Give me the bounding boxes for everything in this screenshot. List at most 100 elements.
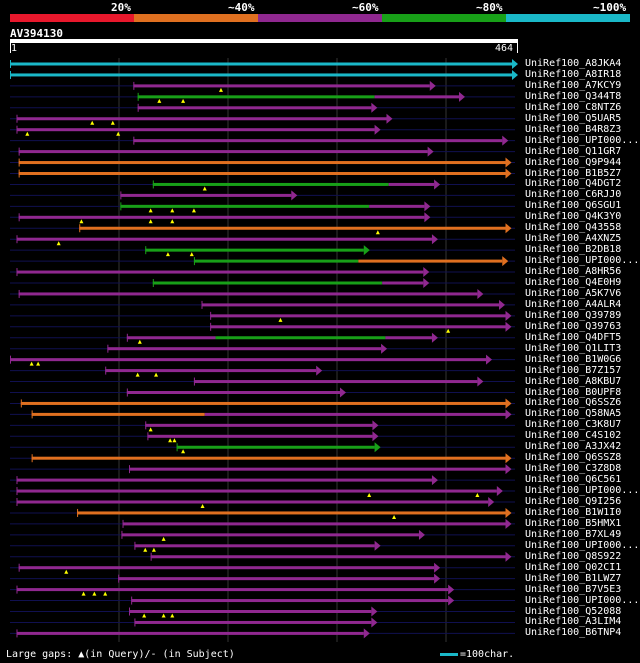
hit-label[interactable]: UniRef100_Q9I256 (525, 496, 622, 507)
hit-label[interactable]: UniRef100_Q5UAR5 (525, 112, 622, 124)
query-id: AV394130 (10, 27, 63, 40)
hit-end-arrow (429, 80, 436, 91)
ruler-end-label: 464 (495, 43, 514, 54)
hit-label[interactable]: UniRef100_B7Z157 (525, 364, 622, 376)
query-gap-marker (56, 241, 61, 246)
hit-label[interactable]: UniRef100_A8JKA4 (525, 58, 622, 69)
hit-end-arrow (371, 606, 378, 617)
hit-start-tick (16, 585, 18, 594)
hit-label[interactable]: UniRef100_C6RJJ0 (525, 189, 622, 201)
hit-label[interactable]: UniRef100_B7XL49 (525, 528, 622, 540)
hit-label[interactable]: UniRef100_Q1LIT3 (525, 342, 622, 354)
hit-label[interactable]: UniRef100_B6TNP4 (525, 627, 622, 639)
hit-start-tick (16, 498, 18, 506)
gap-legend: Large gaps: ▲(in Query)/- (in Subject) (6, 649, 235, 660)
hit-start-tick (18, 563, 20, 572)
hit-start-tick (10, 70, 11, 79)
hit-row (10, 562, 515, 574)
query-gap-marker (191, 208, 196, 213)
hit-label[interactable]: UniRef100_Q4DGT2 (525, 178, 622, 190)
query-gap-marker (157, 98, 162, 103)
hit-bar (374, 95, 459, 99)
hit-bar (134, 620, 372, 624)
hit-end-arrow (505, 409, 512, 420)
hit-label[interactable]: UniRef100_UPI000... (525, 134, 640, 146)
query-gap-marker (170, 219, 175, 224)
hit-label[interactable]: UniRef100_UPI000... (525, 539, 640, 551)
hit-bar (358, 259, 503, 263)
hit-end-arrow (486, 354, 493, 365)
hit-row (10, 617, 515, 628)
hit-label[interactable]: UniRef100_Q39789 (525, 309, 622, 321)
hit-label[interactable]: UniRef100_B4R8Z3 (525, 123, 622, 135)
hit-label[interactable]: UniRef100_C3K8U7 (525, 419, 622, 431)
hit-label[interactable]: UniRef100_B1W1I0 (525, 506, 622, 518)
hit-label[interactable]: UniRef100_A4ALR4 (525, 298, 622, 310)
hit-bar (107, 347, 382, 351)
hit-label[interactable]: UniRef100_B1W0G6 (525, 353, 622, 365)
hit-label[interactable]: UniRef100_A5K7V6 (525, 287, 622, 299)
hit-row (10, 157, 515, 168)
hit-label[interactable]: UniRef100_UPI000... (525, 255, 640, 267)
hit-label[interactable]: UniRef100_Q9P944 (525, 156, 622, 168)
hit-start-tick (16, 476, 18, 485)
hit-label[interactable]: UniRef100_Q58NA5 (525, 408, 622, 420)
hit-label[interactable]: UniRef100_Q6SSZ6 (525, 397, 622, 409)
hit-row (10, 267, 515, 278)
hit-label[interactable]: UniRef100_Q4DFT5 (525, 331, 622, 343)
hit-label[interactable]: UniRef100_UPI000... (525, 485, 640, 497)
hit-bar (16, 117, 387, 121)
hit-label[interactable]: UniRef100_A7KCY9 (525, 79, 622, 91)
hit-label[interactable]: UniRef100_A8IR18 (525, 68, 622, 80)
hit-label[interactable]: UniRef100_B2DB18 (525, 244, 622, 256)
hit-bar (210, 314, 506, 318)
hit-label[interactable]: UniRef100_Q4E0H9 (525, 277, 622, 288)
hit-row (10, 486, 515, 498)
hit-label[interactable]: UniRef100_Q4K3Y0 (525, 211, 622, 223)
hit-bar (18, 215, 425, 219)
hit-label[interactable]: UniRef100_Q8S922 (525, 550, 622, 562)
hit-label[interactable]: UniRef100_B7V5E3 (525, 583, 622, 595)
hit-label[interactable]: UniRef100_Q39763 (525, 320, 622, 332)
hit-label[interactable]: UniRef100_B0UPF8 (525, 386, 622, 398)
legend-label: ~100% (593, 1, 627, 14)
hit-label[interactable]: UniRef100_UPI000... (525, 594, 640, 606)
hit-label[interactable]: UniRef100_Q344T8 (525, 90, 622, 102)
hit-label[interactable]: UniRef100_Q43558 (525, 222, 622, 234)
hit-label[interactable]: UniRef100_A8KBU7 (525, 375, 622, 387)
hit-label[interactable]: UniRef100_Q6SGU1 (525, 200, 622, 212)
hit-label[interactable]: UniRef100_Q6C561 (525, 474, 622, 486)
hit-label[interactable]: UniRef100_B1LWZ7 (525, 572, 622, 584)
hit-label[interactable]: UniRef100_Q02CI1 (525, 561, 622, 573)
hit-bar (16, 237, 432, 241)
hit-label[interactable]: UniRef100_Q11GR7 (525, 145, 622, 157)
hit-label[interactable]: UniRef100_C3Z8D8 (525, 463, 622, 475)
hit-label[interactable]: UniRef100_A8HR56 (525, 266, 622, 278)
hit-label[interactable]: UniRef100_A3LIM4 (525, 616, 622, 628)
hit-row (10, 606, 515, 618)
hit-start-tick (145, 246, 147, 255)
hit-bar (126, 336, 216, 340)
query-gap-marker (170, 613, 175, 618)
hit-end-arrow (431, 234, 438, 245)
hit-start-tick (105, 366, 107, 375)
hit-label[interactable]: UniRef100_B1B5Z7 (525, 167, 622, 179)
hit-start-tick (18, 289, 20, 298)
hit-end-arrow (363, 245, 370, 256)
hit-end-arrow (363, 628, 370, 639)
hit-end-arrow (424, 212, 431, 223)
hit-row (10, 398, 515, 409)
hit-row (10, 431, 515, 443)
hit-label[interactable]: UniRef100_C4S102 (525, 430, 622, 442)
hit-end-arrow (423, 267, 430, 278)
hit-label[interactable]: UniRef100_C8NTZ6 (525, 101, 622, 113)
hit-bar (10, 73, 512, 77)
hit-label[interactable]: UniRef100_Q6SSZ8 (525, 452, 622, 464)
hit-label[interactable]: UniRef100_B5HMX1 (525, 517, 622, 529)
hit-row (10, 146, 515, 157)
hit-row (10, 628, 515, 639)
hit-row (10, 387, 515, 398)
hit-label[interactable]: UniRef100_A3JX42 (525, 441, 622, 453)
hit-label[interactable]: UniRef100_A4XNZ5 (525, 233, 622, 245)
hit-label[interactable]: UniRef100_Q52088 (525, 605, 622, 617)
